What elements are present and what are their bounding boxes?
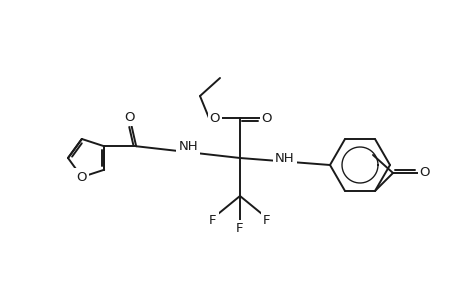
- Text: O: O: [261, 112, 272, 124]
- Text: F: F: [263, 214, 270, 227]
- Text: F: F: [209, 214, 216, 227]
- Text: O: O: [419, 167, 429, 179]
- Text: F: F: [236, 223, 243, 236]
- Text: O: O: [209, 112, 220, 124]
- Text: O: O: [123, 111, 134, 124]
- Text: O: O: [76, 170, 87, 184]
- Text: NH: NH: [274, 152, 294, 164]
- Text: NH: NH: [178, 140, 197, 153]
